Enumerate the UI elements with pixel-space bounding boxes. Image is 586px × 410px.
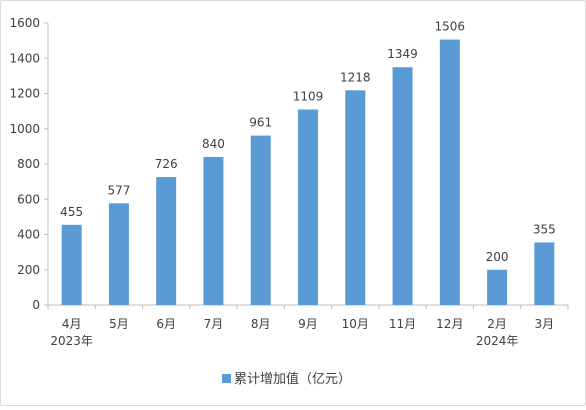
data-label: 726 <box>155 157 178 171</box>
data-label: 840 <box>202 137 225 151</box>
x-tick-label: 5月 <box>109 317 129 331</box>
y-tick-label: 800 <box>17 157 40 171</box>
data-label: 355 <box>533 222 556 236</box>
y-tick-label: 0 <box>32 298 40 312</box>
bar <box>298 109 318 305</box>
bar <box>203 156 224 305</box>
y-tick-label: 1400 <box>9 51 40 65</box>
year-label: 2023年 <box>50 334 93 348</box>
bar <box>487 269 508 305</box>
y-tick-label: 200 <box>17 263 40 277</box>
legend-label: 累计增加值（亿元） <box>234 371 351 387</box>
x-tick-label: 12月 <box>436 317 463 331</box>
x-tick-label: 3月 <box>535 317 555 331</box>
x-tick-label: 4月 <box>62 317 82 331</box>
bar <box>61 224 82 305</box>
data-label: 1349 <box>387 47 418 61</box>
y-tick-label: 1600 <box>9 16 40 30</box>
y-tick-label: 1200 <box>9 87 40 101</box>
y-tick-label: 1000 <box>9 122 40 136</box>
data-label: 961 <box>249 116 272 130</box>
data-label: 455 <box>60 205 83 219</box>
bar <box>392 67 413 306</box>
data-label: 1506 <box>435 20 466 34</box>
x-tick-label: 8月 <box>251 317 271 331</box>
bar <box>108 203 129 305</box>
data-label: 1218 <box>340 70 371 84</box>
x-tick-label: 11月 <box>389 317 416 331</box>
bar <box>534 242 555 305</box>
data-label: 577 <box>107 183 130 197</box>
bar <box>345 90 366 305</box>
x-tick-label: 9月 <box>298 317 318 331</box>
bar <box>439 39 460 305</box>
year-label: 2024年 <box>476 334 519 348</box>
x-tick-label: 2月 <box>487 317 507 331</box>
x-tick-label: 10月 <box>342 317 369 331</box>
y-tick-label: 400 <box>17 228 40 242</box>
bar <box>156 177 177 305</box>
x-tick-label: 6月 <box>156 317 176 331</box>
data-label: 200 <box>486 250 509 264</box>
legend-swatch <box>222 374 231 383</box>
y-tick-label: 600 <box>17 192 40 206</box>
x-tick-label: 7月 <box>204 317 224 331</box>
bar <box>250 135 271 305</box>
data-label: 1109 <box>293 90 324 104</box>
